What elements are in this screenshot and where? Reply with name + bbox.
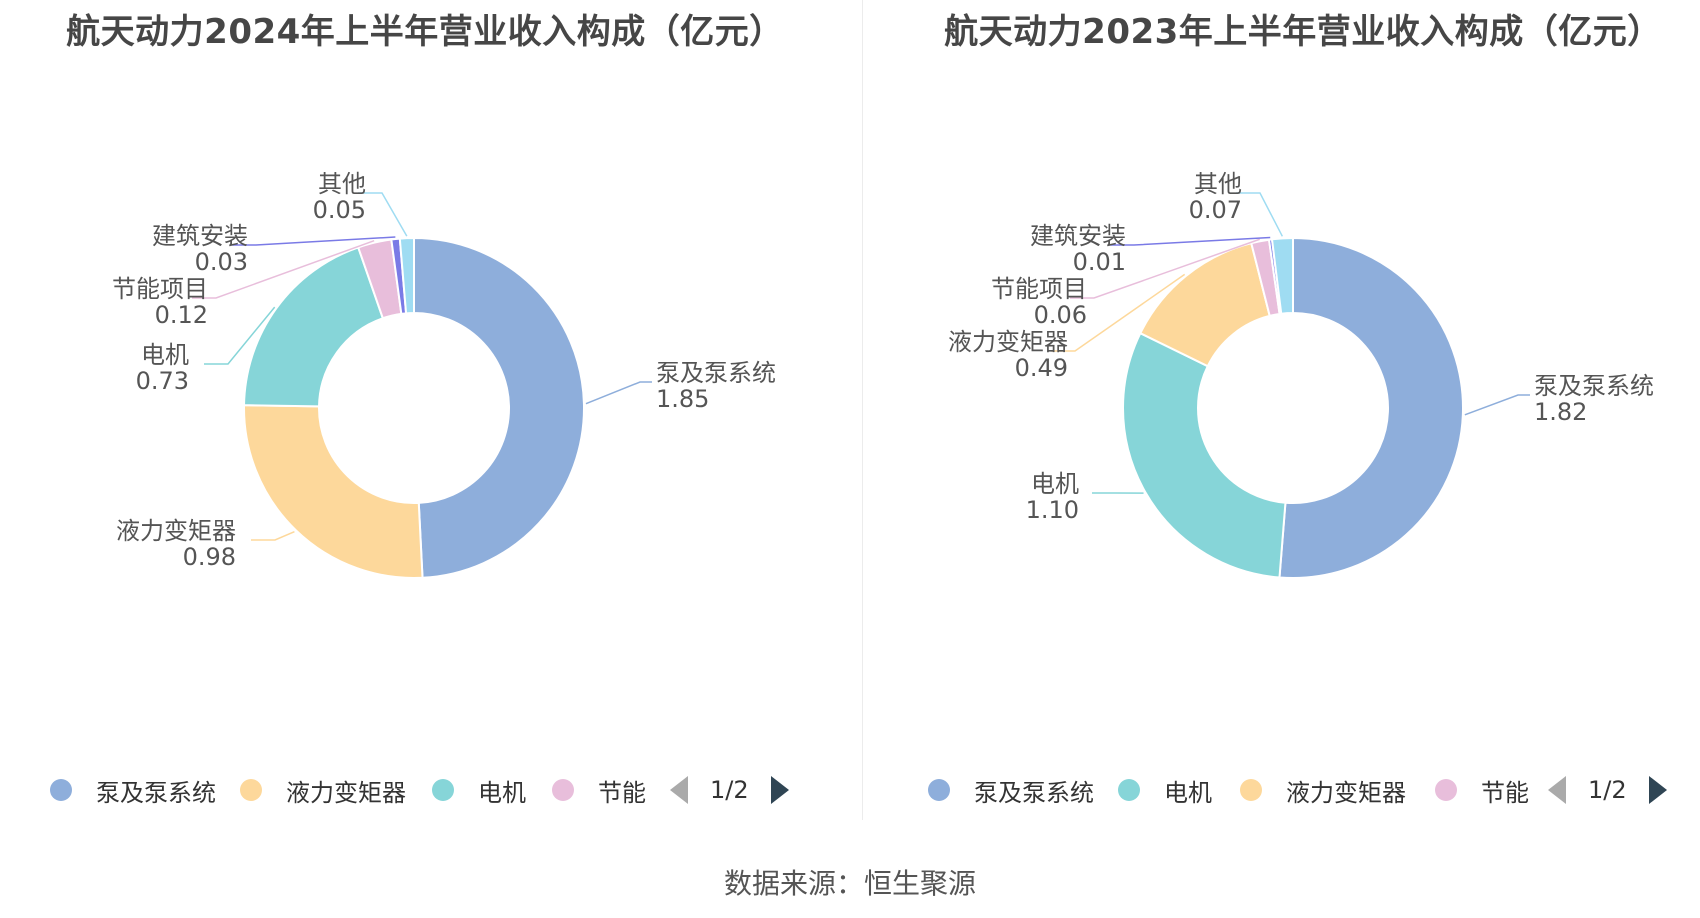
- chart-panel-2023: 航天动力2023年上半年营业收入构成（亿元） 泵及泵系统 1.82 电机 1.10 液力…: [878, 0, 1700, 820]
- leader-line: [1070, 238, 1260, 299]
- legend-swatch: [928, 779, 950, 801]
- slice-value-label: 0.05: [313, 196, 366, 224]
- donut-slice: [1270, 236, 1294, 315]
- legend-label: 液力变矩器: [1286, 778, 1406, 807]
- legend-item[interactable]: 泵及泵系统: [50, 768, 216, 812]
- legend-swatch: [240, 779, 262, 801]
- slice-value-label: 0.03: [195, 248, 248, 276]
- leader-line: [1051, 273, 1186, 352]
- chevron-left-icon[interactable]: [670, 776, 688, 804]
- slice-label: 电机: [1031, 470, 1079, 498]
- slice-value-label: 0.12: [155, 301, 208, 329]
- slice-label: 建筑安装: [1030, 222, 1126, 250]
- slice-label: 泵及泵系统: [656, 359, 776, 387]
- slice-value-label: 0.73: [136, 367, 189, 395]
- chart-title: 航天动力2023年上半年营业收入构成（亿元）: [944, 12, 1662, 52]
- data-source-note: 数据来源：恒生聚源: [723, 867, 976, 900]
- legend-swatch: [432, 779, 454, 801]
- legend-item[interactable]: 节能: [1435, 768, 1529, 812]
- leader-line: [1110, 236, 1271, 246]
- slice-label: 电机: [141, 341, 189, 369]
- legend-item[interactable]: 电机: [432, 768, 526, 812]
- legend: 泵及泵系统 液力变矩器 电机 节能 1/2: [0, 768, 850, 812]
- legend-page-indicator: 1/2: [1588, 776, 1627, 804]
- chevron-right-icon[interactable]: [770, 776, 789, 804]
- chart-title: 航天动力2024年上半年营业收入构成（亿元）: [66, 12, 784, 52]
- leader-line: [1236, 192, 1284, 237]
- slice-label: 节能项目: [991, 275, 1087, 303]
- legend-swatch: [1240, 779, 1262, 801]
- legend-swatch: [50, 779, 72, 801]
- slice-value-label: 1.10: [1026, 496, 1079, 524]
- legend-item[interactable]: 电机: [1118, 768, 1212, 812]
- leader-line: [585, 381, 652, 405]
- slice-value-label: 0.01: [1073, 248, 1126, 276]
- leader-line: [204, 306, 276, 365]
- slice-value-label: 0.49: [1015, 354, 1068, 382]
- donut-slice: [243, 404, 424, 579]
- slice-value-label: 1.82: [1534, 398, 1587, 426]
- slice-value-label: 0.98: [183, 543, 236, 571]
- slice-label: 建筑安装: [152, 222, 248, 250]
- chevron-right-icon[interactable]: [1648, 776, 1667, 804]
- legend-label: 液力变矩器: [286, 778, 406, 807]
- legend-label: 电机: [1164, 778, 1212, 807]
- donut-slice: [398, 236, 415, 315]
- leader-line: [192, 239, 375, 299]
- chart-panel-2024: 航天动力2024年上半年营业收入构成（亿元） 泵及泵系统 1.85 液力变矩器 0.9…: [0, 0, 850, 820]
- leader-line: [1464, 394, 1530, 416]
- legend-item[interactable]: 泵及泵系统: [928, 768, 1094, 812]
- legend-swatch: [1118, 779, 1140, 801]
- legend-item[interactable]: 液力变矩器: [1240, 768, 1406, 812]
- slice-label: 其他: [1194, 170, 1242, 198]
- chevron-left-icon[interactable]: [1548, 776, 1566, 804]
- legend-label: 泵及泵系统: [96, 778, 216, 807]
- legend-swatch: [552, 779, 574, 801]
- donut-slice: [243, 246, 385, 408]
- slice-label: 液力变矩器: [116, 517, 236, 545]
- donut-slice: [1122, 331, 1287, 579]
- slice-label: 节能项目: [112, 275, 208, 303]
- legend-label: 节能: [1481, 778, 1529, 807]
- legend-swatch: [1435, 779, 1457, 801]
- donut-slice: [413, 236, 585, 579]
- legend-item[interactable]: 节能: [552, 768, 646, 812]
- slice-value-label: 0.07: [1189, 196, 1242, 224]
- legend-item[interactable]: 液力变矩器: [240, 768, 406, 812]
- slice-label: 其他: [318, 170, 366, 198]
- legend-label: 节能: [598, 778, 646, 807]
- donut-slice: [1278, 236, 1464, 579]
- slice-value-label: 1.85: [656, 385, 709, 413]
- slice-label: 泵及泵系统: [1534, 372, 1654, 400]
- panel-divider: [862, 0, 863, 820]
- legend-label: 泵及泵系统: [974, 778, 1094, 807]
- leader-line: [358, 192, 408, 237]
- slice-value-label: 0.06: [1034, 301, 1087, 329]
- legend: 泵及泵系统 电机 液力变矩器 节能 1/2: [878, 768, 1700, 812]
- leader-line: [251, 530, 295, 541]
- slice-label: 液力变矩器: [948, 328, 1068, 356]
- legend-page-indicator: 1/2: [710, 776, 749, 804]
- leader-line: [232, 236, 396, 246]
- legend-label: 电机: [478, 778, 526, 807]
- legend-pager: 1/2: [670, 768, 789, 812]
- legend-pager: 1/2: [1548, 768, 1667, 812]
